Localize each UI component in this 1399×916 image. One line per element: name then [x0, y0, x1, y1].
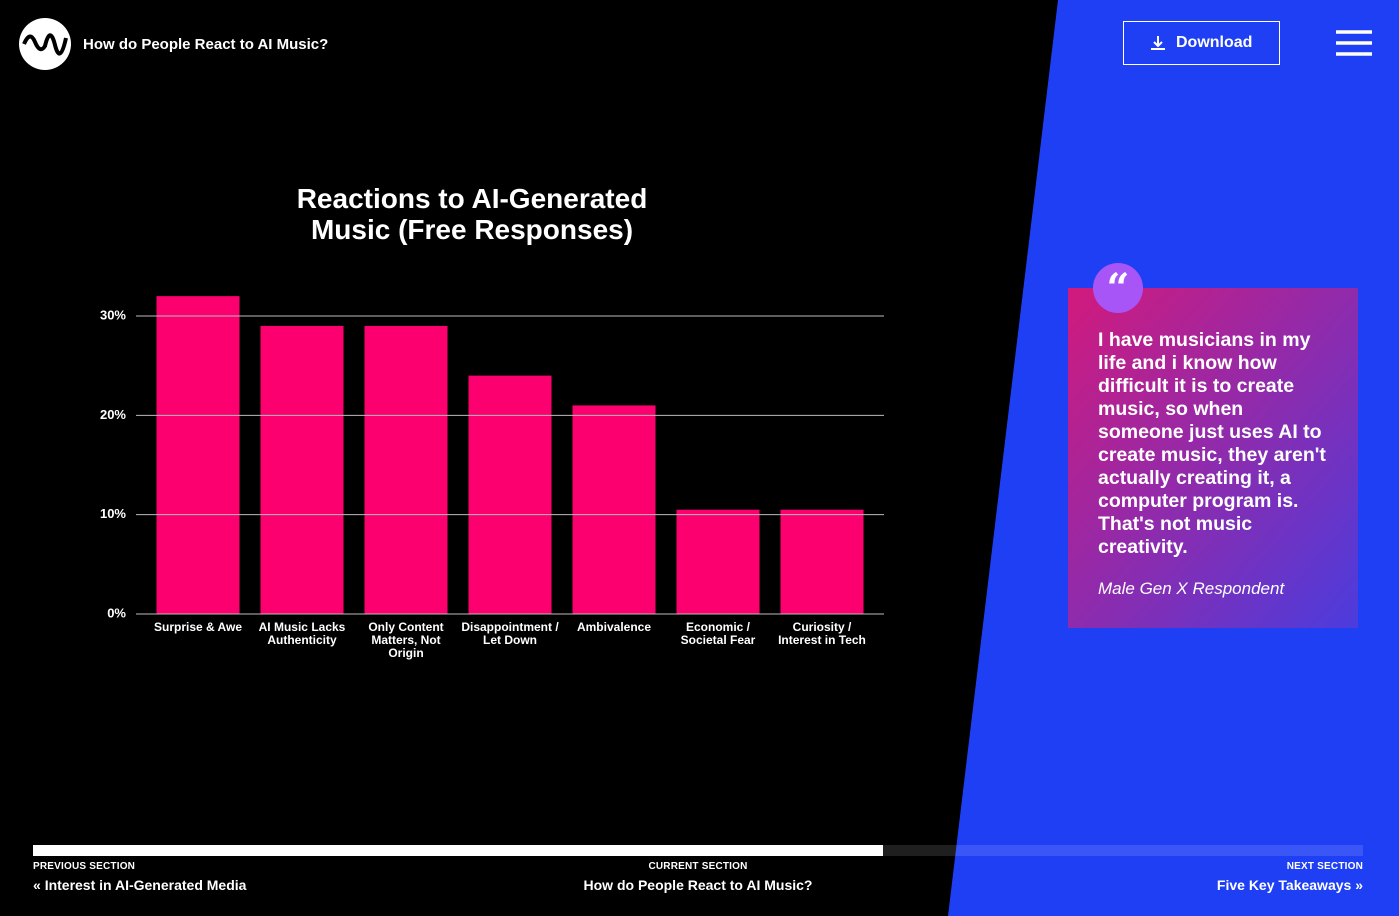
quote-attribution: Male Gen X Respondent — [1098, 579, 1285, 598]
x-tick-label: Economic / Societal Fear — [680, 620, 756, 647]
x-tick-label: Ambivalence — [576, 620, 652, 634]
current-label: CURRENT SECTION — [648, 861, 748, 872]
prev-link[interactable]: « Interest in AI-Generated Media — [33, 877, 247, 893]
quote-icon — [1093, 263, 1143, 313]
y-tick-label: 0% — [107, 605, 126, 620]
bar — [780, 509, 864, 614]
x-tick-label: AI Music Lacks Authenticity — [258, 620, 346, 647]
next-title[interactable]: Five Key Takeaways — [1216, 877, 1352, 893]
prev-label: PREVIOUS SECTION — [33, 861, 136, 872]
current-title: How do People React to AI Music? — [583, 877, 813, 893]
next-link[interactable]: Five Key Takeaways » — [1216, 877, 1363, 893]
logo-wave — [22, 33, 68, 56]
bar — [572, 405, 656, 614]
y-tick-label: 20% — [100, 407, 126, 422]
bar — [676, 509, 760, 614]
progress-done — [33, 845, 883, 856]
chart: 0% 10% 20% 30% — [100, 296, 884, 620]
x-tick-label: Surprise & Awe — [153, 620, 243, 634]
quote-mark: “ — [1106, 265, 1129, 312]
quote-box — [1068, 288, 1358, 628]
y-tick-label: 30% — [100, 307, 126, 322]
download-button[interactable] — [1123, 21, 1280, 65]
download-label[interactable]: Download — [1176, 34, 1253, 51]
x-tick-label: Disappointment / Let Down — [461, 620, 559, 647]
bar — [468, 375, 552, 614]
next-label: NEXT SECTION — [1286, 861, 1363, 872]
chart-title: Reactions to AI-Generated Music (Free Re… — [296, 183, 648, 245]
quote-text: I have musicians in my life and i know h… — [1098, 329, 1326, 558]
progress-rest — [883, 845, 1363, 856]
y-tick-label: 10% — [100, 506, 126, 521]
bar — [156, 296, 240, 614]
prev-title[interactable]: Interest in AI-Generated Media — [44, 877, 247, 893]
x-tick-label: Curiosity / Interest in Tech — [778, 620, 866, 647]
bar — [260, 325, 344, 614]
bar — [364, 325, 448, 614]
site-title: How do People React to AI Music? — [83, 36, 329, 53]
download-icon — [1151, 36, 1165, 50]
menu-icon[interactable] — [1336, 30, 1372, 56]
x-tick-label: Only Content Matters, Not Origin — [368, 620, 444, 660]
